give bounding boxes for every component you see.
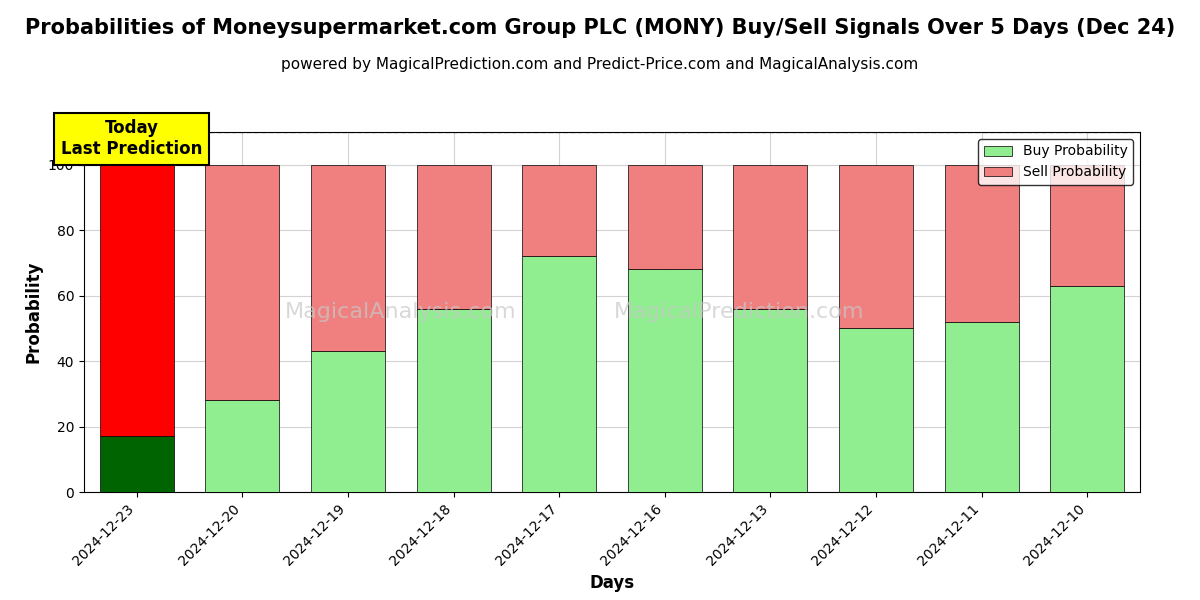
Bar: [522, 165, 596, 256]
Bar: [311, 351, 385, 492]
Bar: [205, 400, 280, 492]
Bar: [416, 309, 491, 492]
Bar: [100, 436, 174, 492]
Bar: [205, 165, 280, 400]
Bar: [839, 328, 913, 492]
Bar: [839, 165, 913, 328]
Bar: [311, 165, 385, 351]
X-axis label: Days: Days: [589, 574, 635, 592]
Bar: [628, 269, 702, 492]
Text: MagicalPrediction.com: MagicalPrediction.com: [613, 302, 864, 322]
Bar: [416, 165, 491, 309]
Bar: [628, 165, 702, 269]
Text: Today
Last Prediction: Today Last Prediction: [61, 119, 203, 158]
Bar: [733, 309, 808, 492]
Bar: [522, 256, 596, 492]
Legend: Buy Probability, Sell Probability: Buy Probability, Sell Probability: [978, 139, 1133, 185]
Text: Probabilities of Moneysupermarket.com Group PLC (MONY) Buy/Sell Signals Over 5 D: Probabilities of Moneysupermarket.com Gr…: [25, 18, 1175, 38]
Bar: [944, 322, 1019, 492]
Text: MagicalAnalysis.com: MagicalAnalysis.com: [284, 302, 517, 322]
Bar: [1050, 286, 1124, 492]
Bar: [1050, 165, 1124, 286]
Text: powered by MagicalPrediction.com and Predict-Price.com and MagicalAnalysis.com: powered by MagicalPrediction.com and Pre…: [281, 57, 919, 72]
Y-axis label: Probability: Probability: [24, 261, 42, 363]
Bar: [944, 165, 1019, 322]
Bar: [733, 165, 808, 309]
Bar: [100, 165, 174, 436]
